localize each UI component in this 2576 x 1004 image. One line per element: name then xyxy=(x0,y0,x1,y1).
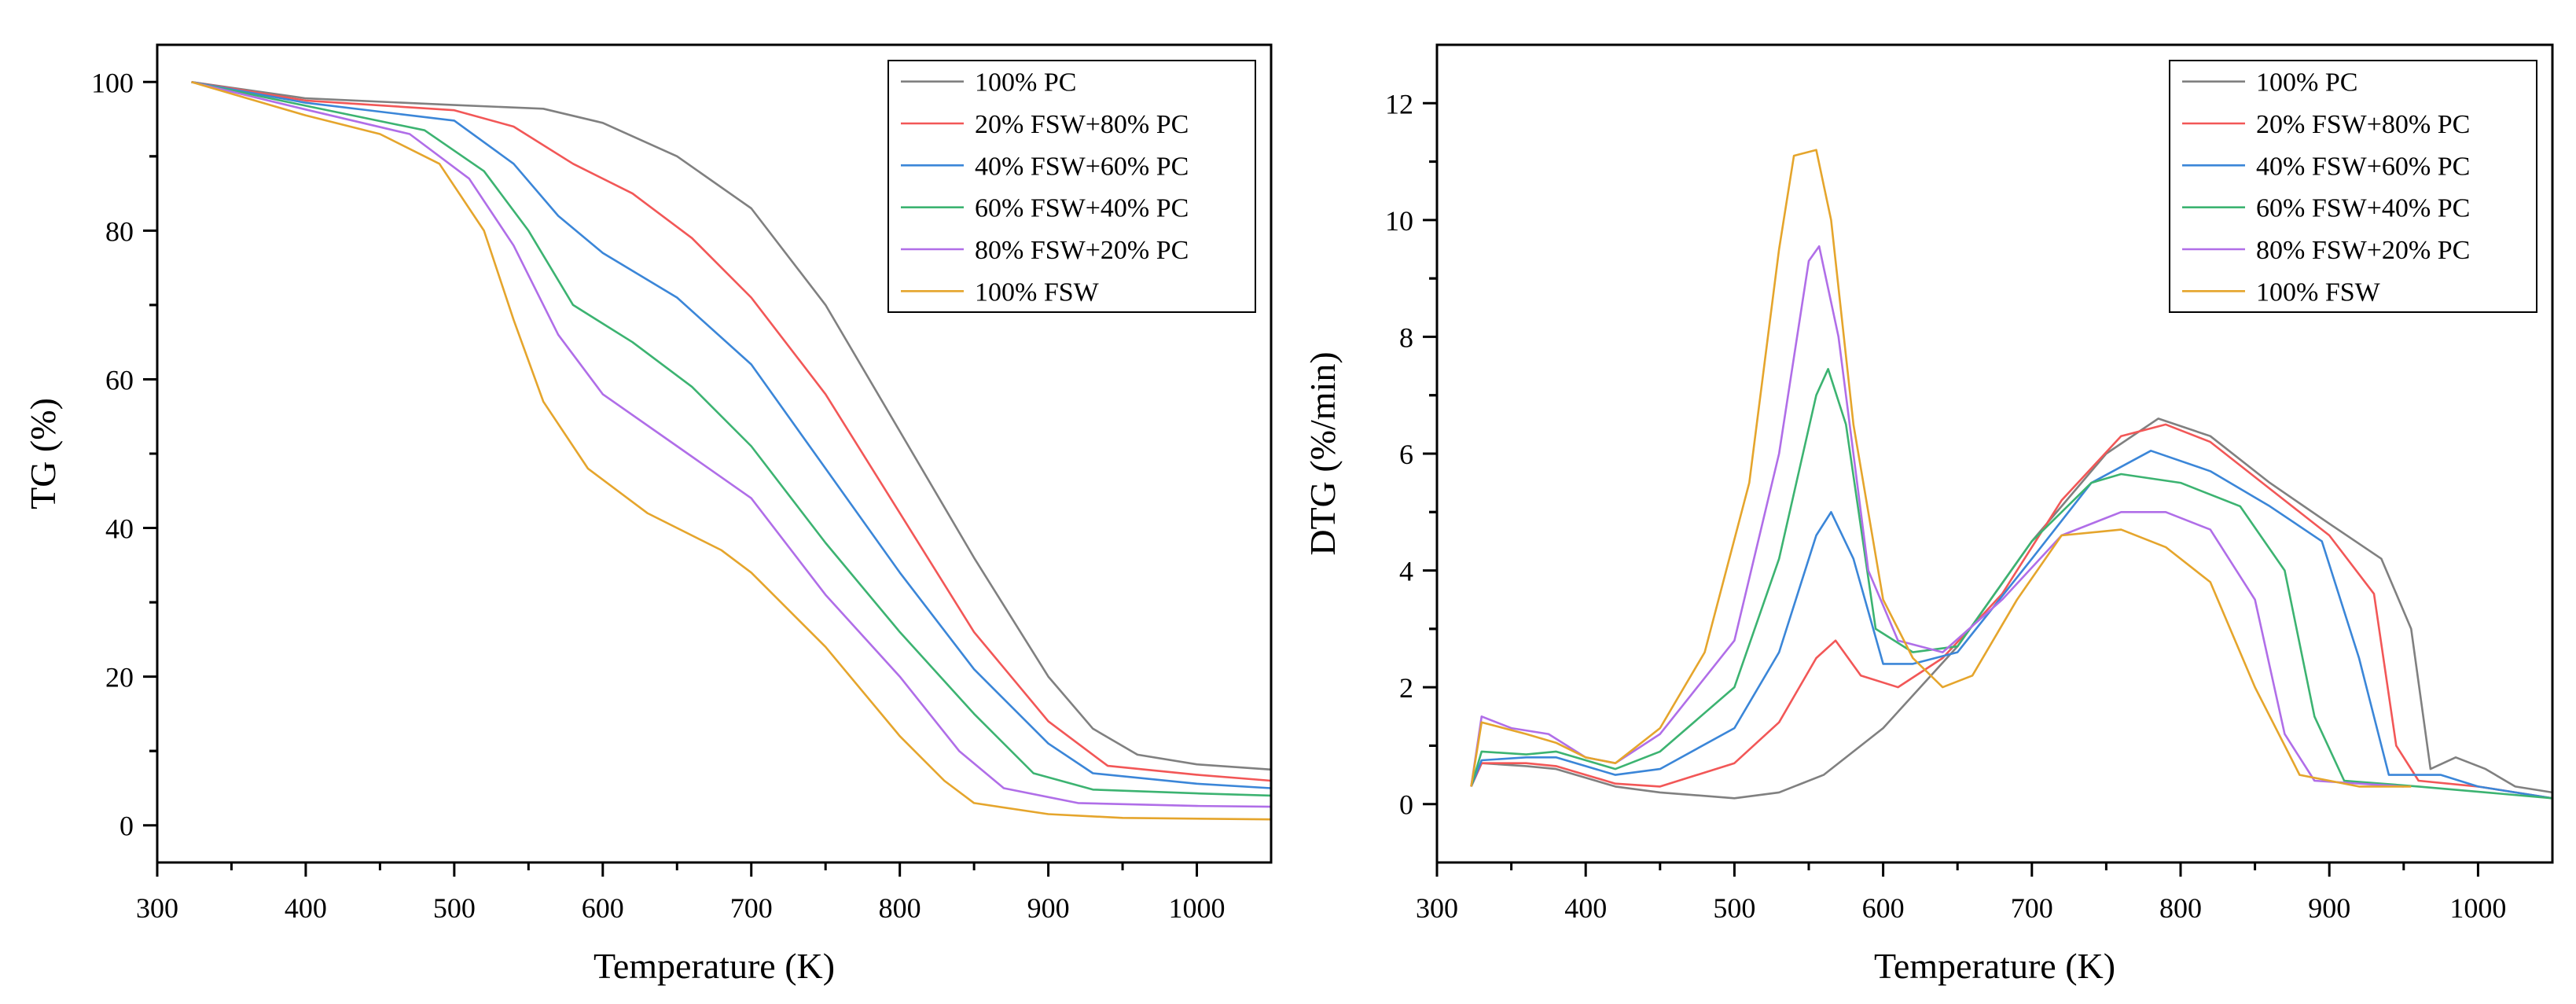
tg-legend-box xyxy=(887,60,1256,313)
dtg-y-axis-label: DTG (%/min) xyxy=(1303,351,1343,555)
dtg-y-tick-label: 6 xyxy=(1399,439,1413,470)
tg-x-tick-label: 600 xyxy=(582,892,624,924)
dtg-y-tick-label: 0 xyxy=(1399,789,1413,821)
tg-legend-entry: 100% FSW xyxy=(975,278,1100,307)
tg-legend-entry: 60% FSW+40% PC xyxy=(975,194,1189,223)
tg-x-tick-label: 800 xyxy=(879,892,921,924)
tg-y-axis-label: TG (%) xyxy=(23,398,63,509)
dtg-legend: 100% PC 20% FSW+80% PC 40% FSW+60% PC 60% F… xyxy=(2169,60,2537,313)
tg-y-tick-label: 80 xyxy=(105,215,134,247)
tg-chart: 300 400 500 600 700 800 900 1000 0 20 40 60 80 100 Tem… xyxy=(23,43,1273,986)
dtg-x-axis-label: Temperature (K) xyxy=(1874,946,2115,986)
dtg-series-group xyxy=(1470,149,2552,800)
tg-y-tick-label: 0 xyxy=(119,811,134,842)
dtg-x-tick-label: 700 xyxy=(2011,892,2053,924)
tg-legend-entry: 100% PC xyxy=(975,68,1076,97)
dtg-x-tick-label: 500 xyxy=(1713,892,1755,924)
tg-series-line-100pct-fsw xyxy=(191,81,1271,821)
tg-x-tick-label: 300 xyxy=(136,892,178,924)
tg-legend: 100% PC 20% FSW+80% PC 40% FSW+60% PC 60% F… xyxy=(887,60,1256,313)
dtg-y-tick-label: 4 xyxy=(1399,556,1413,587)
tg-series-line-80pct-fsw-20pct-pc xyxy=(191,81,1271,808)
tg-x-tick-label: 500 xyxy=(433,892,476,924)
dtg-x-tick-label: 400 xyxy=(1564,892,1607,924)
dtg-chart: 300 400 500 600 700 800 900 1000 0 2 4 6 8 10 12 Temper… xyxy=(1303,43,2554,986)
tg-y-tick-label: 100 xyxy=(91,67,134,98)
dtg-y-tick-label: 2 xyxy=(1399,672,1413,704)
tg-x-tick-label: 700 xyxy=(730,892,773,924)
dtg-legend-entry: 80% FSW+20% PC xyxy=(2256,236,2470,265)
tg-y-tick-label: 40 xyxy=(105,513,134,545)
dtg-series-line-100pct-pc xyxy=(1470,417,2552,800)
tg-legend-entry: 80% FSW+20% PC xyxy=(975,236,1189,265)
dtg-x-tick-label: 600 xyxy=(1862,892,1905,924)
tg-x-axis-label: Temperature (K) xyxy=(593,946,835,986)
dtg-legend-entry: 40% FSW+60% PC xyxy=(2256,152,2470,181)
dtg-x-tick-label: 800 xyxy=(2159,892,2202,924)
tg-series-group xyxy=(191,81,1271,821)
tg-y-tick-label: 20 xyxy=(105,662,134,693)
dtg-series-line-40pct-fsw-60pct-pc xyxy=(1470,450,2552,800)
dtg-x-tick-label: 900 xyxy=(2308,892,2350,924)
dtg-y-tick-label: 10 xyxy=(1385,205,1413,237)
tg-series-line-60pct-fsw-40pct-pc xyxy=(191,81,1271,797)
tg-y-tick-label: 60 xyxy=(105,364,134,395)
tg-legend-entry: 20% FSW+80% PC xyxy=(975,110,1189,139)
tg-x-tick-label: 900 xyxy=(1027,892,1070,924)
dtg-x-tick-label: 300 xyxy=(1416,892,1458,924)
dtg-legend-entry: 20% FSW+80% PC xyxy=(2256,110,2470,139)
dtg-legend-entry: 100% PC xyxy=(2256,68,2357,97)
tg-x-tick-label: 400 xyxy=(285,892,327,924)
dtg-legend-entry: 60% FSW+40% PC xyxy=(2256,194,2470,223)
tg-x-tick-label: 1000 xyxy=(1169,892,1226,924)
tg-series-line-100pct-pc xyxy=(191,81,1271,771)
tg-legend-entry: 40% FSW+60% PC xyxy=(975,152,1189,181)
dtg-series-line-60pct-fsw-40pct-pc xyxy=(1470,368,2552,800)
tg-series-line-20pct-fsw-80pct-pc xyxy=(191,81,1271,782)
dtg-legend-entry: 100% FSW xyxy=(2256,278,2381,307)
tg-series-line-40pct-fsw-60pct-pc xyxy=(191,81,1271,789)
dtg-series-line-20pct-fsw-80pct-pc xyxy=(1470,423,2552,800)
dtg-x-tick-label: 1000 xyxy=(2449,892,2506,924)
dtg-y-tick-label: 8 xyxy=(1399,322,1413,353)
dtg-y-tick-label: 12 xyxy=(1385,88,1413,120)
dtg-series-line-100pct-fsw xyxy=(1470,149,2412,788)
dtg-legend-box xyxy=(2169,60,2537,313)
